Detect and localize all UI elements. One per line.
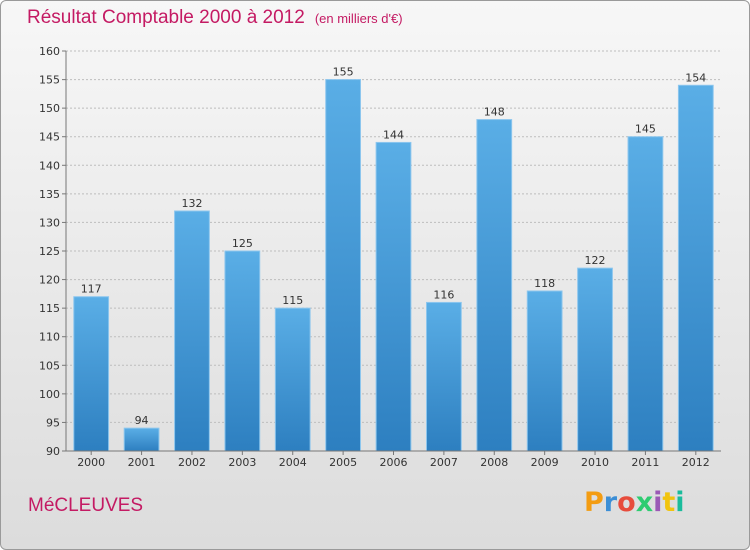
bar-2005 [325, 79, 361, 452]
data-label-2003: 125 [232, 237, 253, 250]
data-label-2000: 117 [81, 283, 102, 296]
x-tick-label-2002: 2002 [178, 456, 206, 469]
x-tick-label-2008: 2008 [480, 456, 508, 469]
logo-letter: o [617, 487, 636, 518]
x-tick-label-2007: 2007 [430, 456, 458, 469]
logo-letter: t [662, 487, 676, 518]
y-tick-label: 135 [39, 188, 60, 201]
data-label-2010: 122 [585, 254, 606, 267]
y-tick-label: 115 [39, 302, 60, 315]
data-label-2011: 145 [635, 123, 656, 136]
x-tick-label-2006: 2006 [380, 456, 408, 469]
bars: 117 94 132 125 115 155 144 116 148 118 122 145 154 [73, 66, 714, 452]
y-tick-label: 90 [46, 445, 60, 458]
logo-letter: r [603, 487, 618, 518]
x-axis: 2000 2001 2002 2003 2004 2005 2006 2007 2008 2009… [66, 450, 721, 469]
bar-2008 [476, 119, 513, 452]
bar-2009 [526, 290, 563, 452]
x-tick-label-2011: 2011 [631, 456, 659, 469]
bar-2002 [174, 210, 210, 452]
bar-2001 [123, 427, 160, 452]
bar-2006 [375, 141, 412, 452]
y-tick-label: 150 [39, 102, 60, 115]
x-tick-label-2009: 2009 [531, 456, 559, 469]
y-tick-label: 125 [39, 245, 60, 258]
y-tick-label: 110 [39, 331, 60, 344]
y-tick-label: 160 [39, 45, 60, 58]
commune-name: MéCLEUVES [28, 495, 144, 516]
chart-title: Résultat Comptable 2000 à 2012 (en millie… [27, 7, 403, 29]
data-label-2007: 116 [433, 288, 454, 301]
y-tick-label: 100 [39, 388, 60, 401]
data-label-2005: 155 [333, 66, 354, 79]
y-tick-label: 145 [39, 131, 60, 144]
bar-2007 [426, 301, 462, 452]
y-tick-label: 130 [39, 216, 60, 229]
y-axis: 90 95 100 105 110 115 120 125 130 135 140 145 150 155… [39, 45, 67, 458]
bar-chart: 90 95 100 105 110 115 120 125 130 135 140 145 150 155… [39, 45, 721, 469]
data-label-2009: 118 [534, 277, 555, 290]
y-tick-label: 155 [39, 74, 60, 87]
x-tick-label-2010: 2010 [581, 456, 609, 469]
logo-letter: P [584, 487, 604, 518]
bar-2004 [274, 307, 311, 452]
bar-2003 [224, 250, 261, 452]
y-tick-label: 105 [39, 359, 60, 372]
data-label-2008: 148 [484, 106, 505, 119]
bar-2012 [677, 84, 714, 452]
x-tick-label-2004: 2004 [279, 456, 307, 469]
data-label-2012: 154 [685, 71, 706, 84]
data-label-2004: 115 [282, 294, 303, 307]
bar-2000 [73, 296, 110, 452]
chart-title-text: Résultat Comptable 2000 à 2012 [27, 7, 305, 28]
x-tick-label-2001: 2001 [128, 456, 156, 469]
proxiti-logo: Proxiti [584, 487, 685, 518]
bar-2010 [577, 267, 613, 452]
y-tick-label: 120 [39, 274, 60, 287]
y-tick-label: 95 [46, 416, 60, 429]
logo-letter: i [675, 487, 685, 518]
y-tick-label: 140 [39, 159, 60, 172]
x-tick-label-2003: 2003 [228, 456, 256, 469]
logo-letter: i [653, 487, 663, 518]
logo-letter: x [635, 487, 654, 518]
chart-unit: (en milliers d'€) [314, 11, 403, 26]
x-tick-label-2012: 2012 [682, 456, 710, 469]
data-label-2006: 144 [383, 128, 404, 141]
bar-2011 [627, 136, 664, 452]
x-tick-label-2000: 2000 [77, 456, 105, 469]
data-label-2001: 94 [135, 414, 149, 427]
data-label-2002: 132 [181, 197, 202, 210]
x-tick-label-2005: 2005 [329, 456, 357, 469]
